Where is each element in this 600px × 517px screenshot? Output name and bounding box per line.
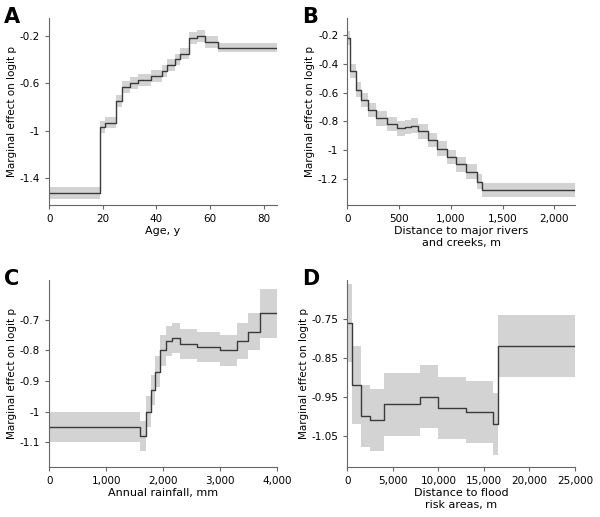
Y-axis label: Marginal effect on logit p: Marginal effect on logit p	[305, 45, 315, 177]
Y-axis label: Marginal effect on logit p: Marginal effect on logit p	[299, 308, 308, 439]
Y-axis label: Marginal effect on logit p: Marginal effect on logit p	[7, 45, 17, 177]
Text: A: A	[4, 7, 20, 26]
X-axis label: Annual rainfall, mm: Annual rainfall, mm	[108, 489, 218, 498]
Text: C: C	[4, 268, 19, 288]
X-axis label: Distance to major rivers
and creeks, m: Distance to major rivers and creeks, m	[394, 226, 528, 248]
Text: D: D	[302, 268, 319, 288]
Y-axis label: Marginal effect on logit p: Marginal effect on logit p	[7, 308, 17, 439]
X-axis label: Distance to flood
risk areas, m: Distance to flood risk areas, m	[414, 489, 508, 510]
X-axis label: Age, y: Age, y	[145, 226, 181, 236]
Text: B: B	[302, 7, 317, 26]
